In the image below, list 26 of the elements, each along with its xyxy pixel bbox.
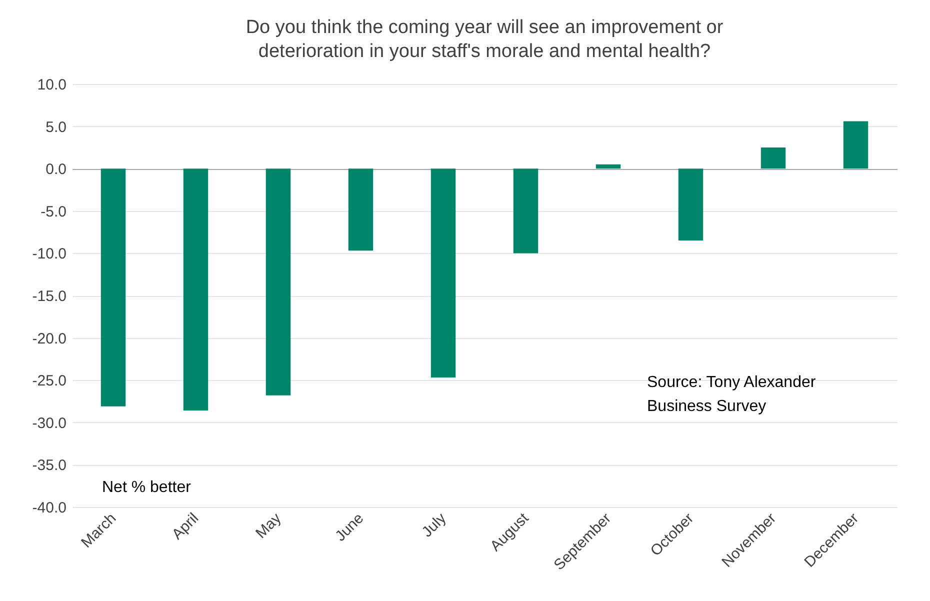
bar [843,121,868,169]
chart-title: Do you think the coming year will see an improvement or deterioration in your staff's morale and mental health? [246,17,724,62]
bar [348,168,374,251]
bar [183,168,208,411]
bar [430,168,456,378]
y-tick-label: -35.0 [32,457,66,474]
bar [760,147,786,169]
x-tick-label: July [418,510,450,541]
annotation: Source: Tony Alexander Business Survey [647,374,816,415]
bar [100,168,126,406]
y-tick-label: -5.0 [40,203,66,220]
annotation: Net % better [102,479,192,496]
bar [596,164,621,169]
y-tick-label: -25.0 [32,372,66,390]
y-tick-label: 5.0 [46,118,66,136]
x-tick-label: May [252,509,285,542]
y-tick-label: 10.0 [37,76,66,94]
y-tick-label: 0.0 [46,161,66,178]
y-tick-label: -15.0 [32,288,66,305]
bar [513,168,538,254]
bar [266,168,291,396]
y-tick-label: -10.0 [32,246,66,263]
bar [678,168,704,241]
y-tick-label: -30.0 [32,414,66,432]
y-tick-label: -20.0 [32,330,66,348]
y-tick-label: -40.0 [32,500,66,516]
